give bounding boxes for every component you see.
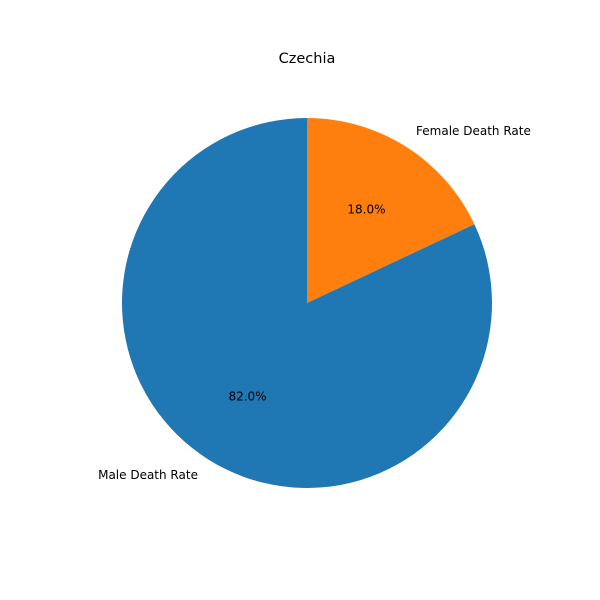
pie-slices bbox=[121, 118, 493, 489]
pie-labels: Female Death Rate 18.0% Male Death Rate 82.… bbox=[98, 124, 531, 482]
chart-title: Czechia bbox=[279, 51, 336, 67]
slice-percent-label: 18.0% bbox=[347, 202, 385, 216]
slice-label: Male Death Rate bbox=[98, 468, 198, 482]
slice-label: Female Death Rate bbox=[416, 124, 531, 138]
pie-slice-male-death-rate bbox=[121, 118, 493, 489]
slice-percent-label: 82.0% bbox=[228, 390, 266, 404]
pie-slice-female-death-rate bbox=[307, 118, 475, 303]
